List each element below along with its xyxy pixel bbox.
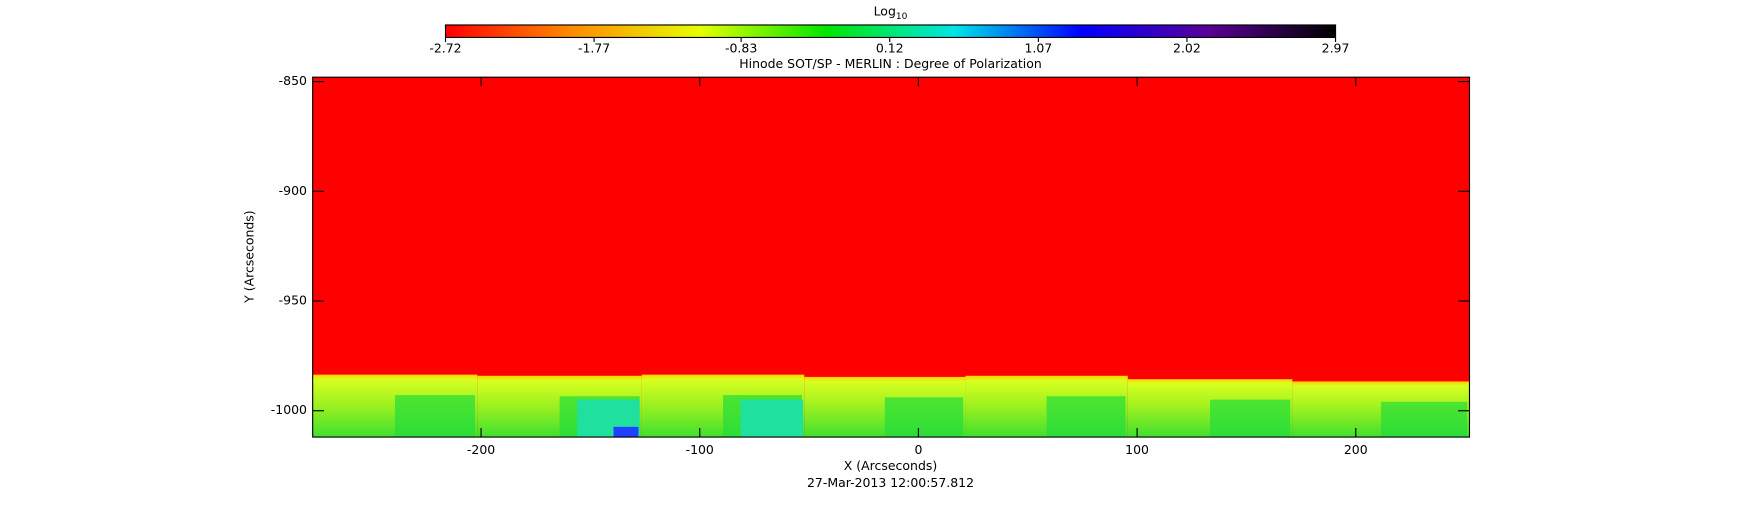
colorbar-tick-label: -2.72 xyxy=(429,40,461,55)
plot-frame xyxy=(312,76,1471,438)
image xyxy=(312,77,1470,438)
chart-title: Hinode SOT/SP - MERLIN : Degree of Polar… xyxy=(739,56,1042,71)
x-tick-label: 200 xyxy=(1344,442,1368,457)
footer-date: 27-Mar-2013 12:00:57.812 xyxy=(807,475,974,490)
image-patch xyxy=(884,397,964,438)
x-tick-label: 0 xyxy=(914,442,922,457)
y-tick-label: -1000 xyxy=(271,402,307,417)
x-tick-label: -200 xyxy=(467,442,495,457)
colorbar-tick-label: 1.07 xyxy=(1024,40,1052,55)
y-axis-label: Y (Arcseconds) xyxy=(242,210,257,304)
y-tick-label: -900 xyxy=(279,183,307,198)
colorbar xyxy=(444,24,1337,39)
image-patch xyxy=(1380,401,1468,438)
colorbar-tick-label: 2.97 xyxy=(1322,40,1350,55)
image-patch xyxy=(740,399,804,438)
colorbar-label: Log10 xyxy=(874,3,908,22)
image-patch xyxy=(1046,396,1126,438)
y-tick-label: -950 xyxy=(279,293,307,308)
x-axis-label: X (Arcseconds) xyxy=(844,458,937,473)
x-tick-label: -100 xyxy=(686,442,714,457)
x-tick-label: 100 xyxy=(1125,442,1149,457)
colorbar-tick-label: -0.83 xyxy=(725,40,757,55)
y-tick-label: -850 xyxy=(279,73,307,88)
colorbar-tick-label: 2.02 xyxy=(1173,40,1201,55)
colorbar-tick-label: -1.77 xyxy=(578,40,610,55)
image-patch xyxy=(394,395,476,438)
colorbar-tick-label: 0.12 xyxy=(876,40,904,55)
image-patch xyxy=(1210,399,1291,438)
image-patch xyxy=(613,426,639,438)
